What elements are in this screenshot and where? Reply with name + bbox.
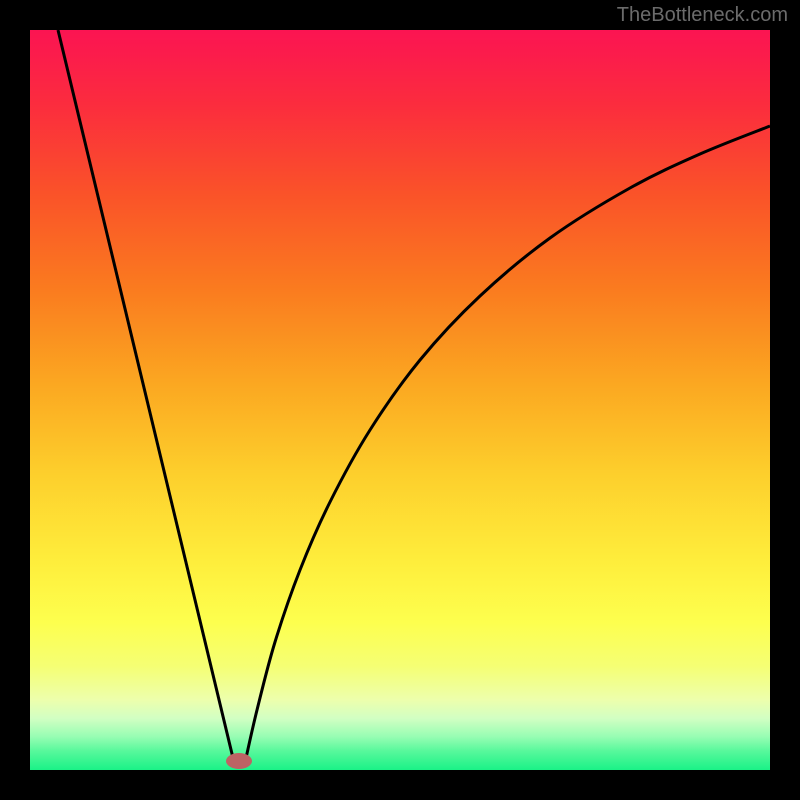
watermark-text: TheBottleneck.com (617, 4, 788, 27)
plot-area (30, 30, 770, 770)
curve-right-branch (246, 126, 770, 758)
minimum-marker (226, 753, 252, 769)
curve-left-branch (58, 30, 233, 758)
bottleneck-curve (30, 30, 770, 770)
chart-container: TheBottleneck.com (0, 0, 800, 800)
